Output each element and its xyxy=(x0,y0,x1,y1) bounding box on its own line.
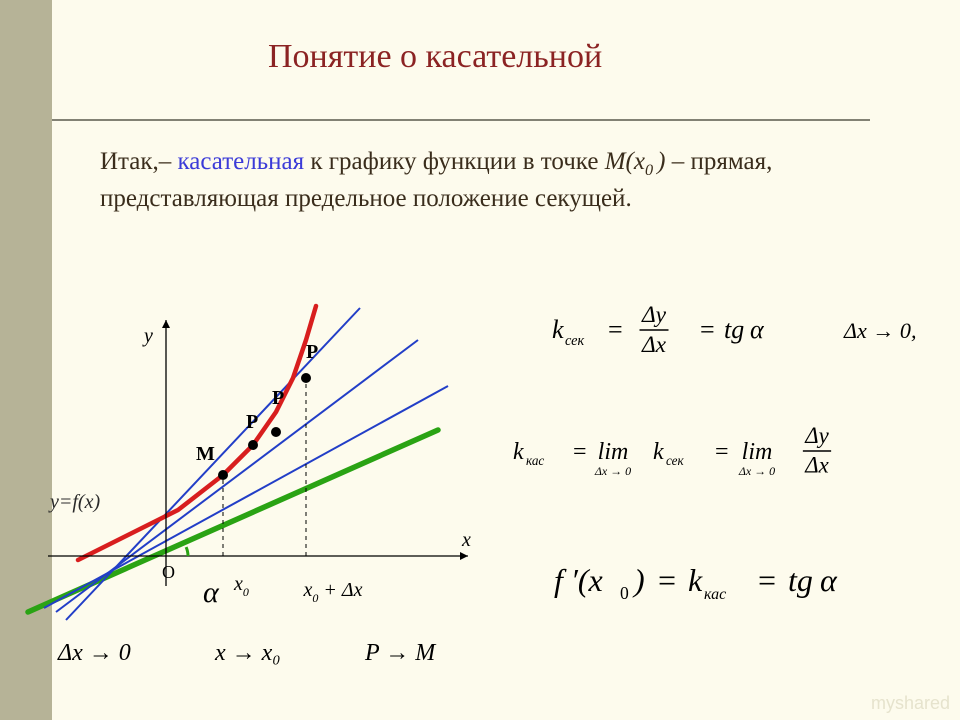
svg-text:x → x₀: x → x₀ xyxy=(214,640,281,666)
watermark: myshared xyxy=(871,693,950,714)
svg-text:P → M: P → M xyxy=(364,640,437,666)
svg-text:Δx → 0: Δx → 0 xyxy=(57,640,131,666)
limit-notation-row: Δx → 0 x → x₀ P → M xyxy=(0,0,960,720)
